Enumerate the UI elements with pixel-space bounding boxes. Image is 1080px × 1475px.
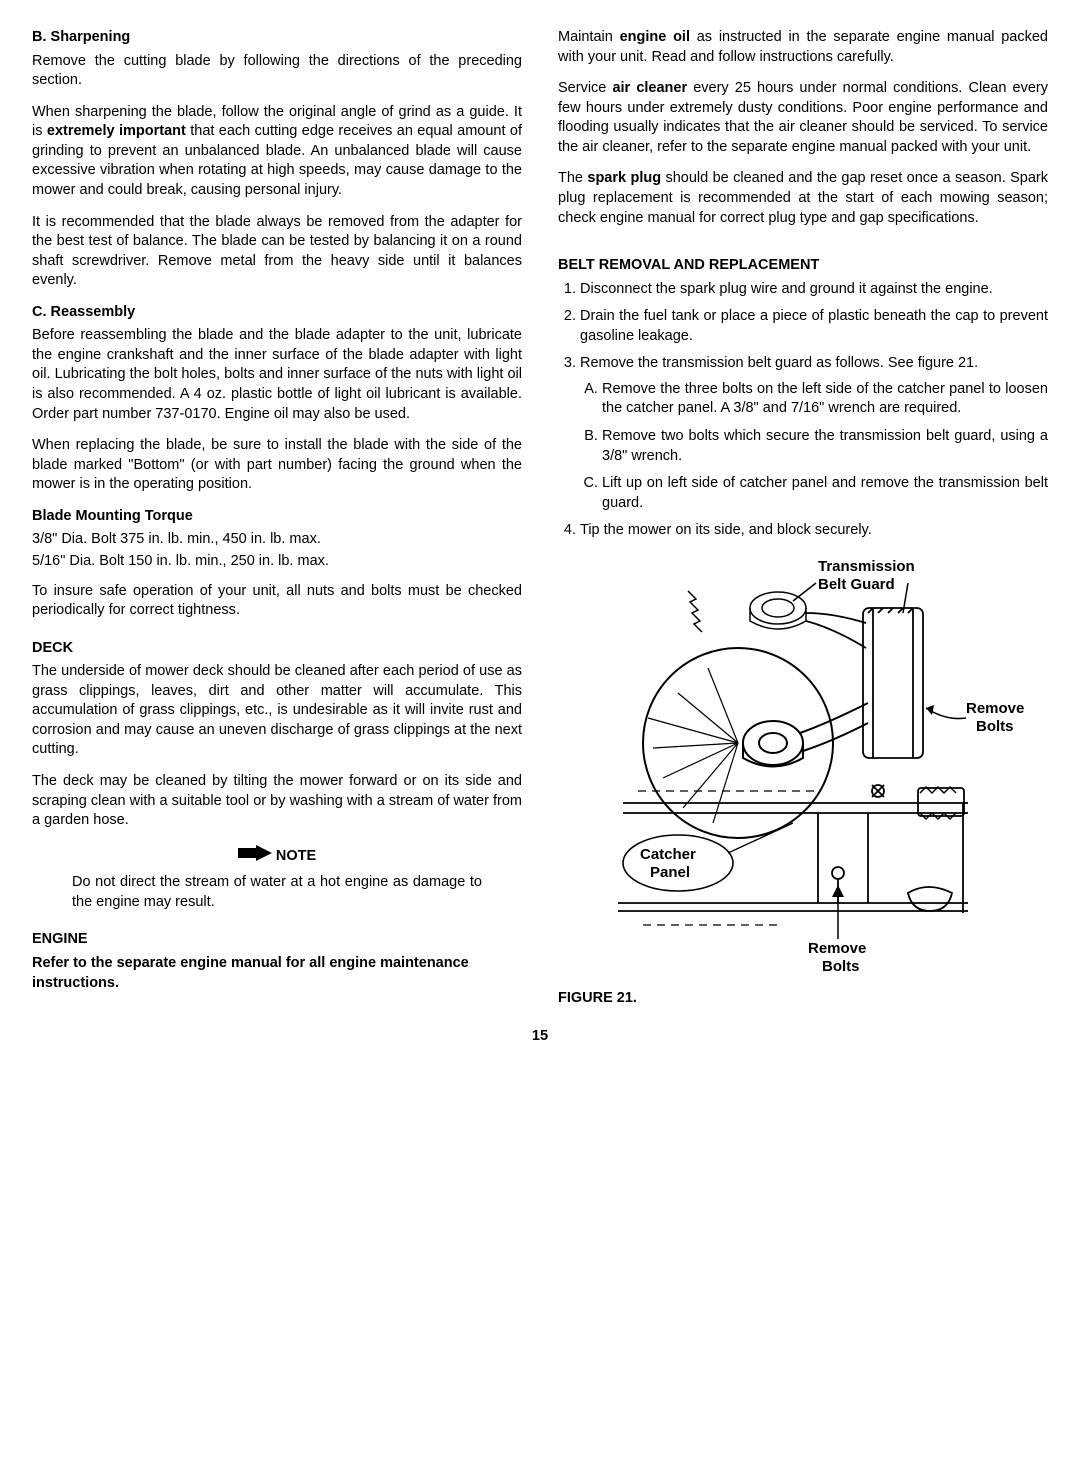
heading-reassembly: C. Reassembly [32, 303, 522, 323]
note-body: Do not direct the stream of water at a h… [72, 873, 482, 912]
para: The underside of mower deck should be cl… [32, 662, 522, 760]
note-heading: NOTE [72, 845, 482, 868]
torque-line: 5/16" Dia. Bolt 150 in. lb. min., 250 in… [32, 552, 522, 572]
belt-substeps-list: Remove the three bolts on the left side … [580, 380, 1048, 513]
para: Service air cleaner every 25 hours under… [558, 79, 1048, 157]
para: The spark plug should be cleaned and the… [558, 169, 1048, 228]
list-item: Drain the fuel tank or place a piece of … [580, 307, 1048, 346]
label-bolts-1: Bolts [976, 718, 1014, 735]
note-label: NOTE [276, 848, 316, 864]
text-bold: air cleaner [612, 80, 687, 96]
figure-21-svg: Transmission Belt Guard [568, 553, 1038, 973]
label-panel: Panel [650, 864, 690, 881]
heading-deck: DECK [32, 639, 522, 659]
torque-line: 3/8" Dia. Bolt 375 in. lb. min., 450 in.… [32, 530, 522, 550]
list-item: Remove two bolts which secure the transm… [602, 427, 1048, 466]
note-block: NOTE Do not direct the stream of water a… [72, 845, 482, 913]
list-item: Tip the mower on its side, and block sec… [580, 521, 1048, 541]
para: To insure safe operation of your unit, a… [32, 582, 522, 621]
list-item: Remove the three bolts on the left side … [602, 380, 1048, 419]
text: Service [558, 80, 612, 96]
label-remove-1: Remove [966, 700, 1024, 717]
list-item: Disconnect the spark plug wire and groun… [580, 280, 1048, 300]
text-bold: extremely important [47, 123, 186, 139]
figure-21: Transmission Belt Guard [558, 553, 1048, 1009]
arrow-icon [238, 845, 272, 868]
para: When sharpening the blade, follow the or… [32, 103, 522, 201]
para: Maintain engine oil as instructed in the… [558, 28, 1048, 67]
para-bold: Refer to the separate engine manual for … [32, 954, 522, 993]
label-catcher: Catcher [640, 846, 696, 863]
left-column: B. Sharpening Remove the cutting blade b… [32, 28, 522, 1009]
text: Maintain [558, 29, 620, 45]
belt-steps-list: Disconnect the spark plug wire and groun… [558, 280, 1048, 541]
para: Before reassembling the blade and the bl… [32, 326, 522, 424]
label-beltguard: Belt Guard [818, 576, 895, 593]
list-item: Lift up on left side of catcher panel an… [602, 474, 1048, 513]
page-number: 15 [32, 1027, 1048, 1047]
text: The [558, 170, 587, 186]
para: When replacing the blade, be sure to ins… [32, 436, 522, 495]
para: It is recommended that the blade always … [32, 213, 522, 291]
heading-torque: Blade Mounting Torque [32, 507, 522, 527]
text: Remove the transmission belt guard as fo… [580, 355, 978, 371]
label-remove-2: Remove [808, 940, 866, 957]
para: Remove the cutting blade by following th… [32, 52, 522, 91]
label-bolts-2: Bolts [822, 958, 860, 973]
heading-sharpening: B. Sharpening [32, 28, 522, 48]
heading-belt: BELT REMOVAL AND REPLACEMENT [558, 256, 1048, 276]
para: The deck may be cleaned by tilting the m… [32, 772, 522, 831]
label-transmission: Transmission [818, 558, 915, 575]
torque-specs: 3/8" Dia. Bolt 375 in. lb. min., 450 in.… [32, 530, 522, 571]
right-column: Maintain engine oil as instructed in the… [558, 28, 1048, 1009]
heading-engine: ENGINE [32, 930, 522, 950]
figure-caption: FIGURE 21. [558, 989, 1048, 1009]
text-bold: spark plug [587, 170, 661, 186]
list-item: Remove the transmission belt guard as fo… [580, 354, 1048, 513]
text-bold: engine oil [620, 29, 690, 45]
